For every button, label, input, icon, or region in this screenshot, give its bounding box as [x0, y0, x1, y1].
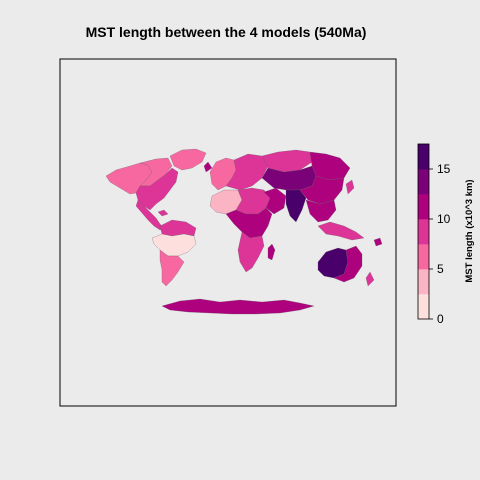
colorbar-bin: [418, 244, 429, 270]
colorbar-title: MST length (x10^3 km): [464, 179, 475, 282]
colorbar-bin: [418, 194, 429, 220]
central-africa: [225, 207, 273, 239]
map-title: MST length between the 4 models (540Ma): [86, 24, 367, 40]
southeast-asia: [305, 199, 337, 223]
south-america-south: [159, 249, 185, 287]
north-america-east: [135, 167, 179, 211]
british-isles: [203, 161, 213, 173]
south-america-center: [151, 233, 197, 257]
greenland: [169, 148, 207, 171]
antarctica: [161, 298, 315, 315]
southern-africa: [237, 231, 265, 273]
colorbar-tick-label: 15: [437, 162, 451, 176]
colorbar-bin: [418, 269, 429, 295]
colorbar-bins: [418, 144, 429, 320]
colorbar-tick-label: 0: [437, 312, 444, 326]
indonesia: [317, 221, 365, 241]
colorbar-bin: [418, 219, 429, 245]
colorbar-legend: 0 5 10 15 MST length (x10^3 km): [417, 143, 475, 326]
colorbar-tick-label: 10: [437, 212, 451, 226]
australia-east: [333, 245, 363, 283]
colorbar-frame: [417, 143, 430, 320]
colorbar-bin: [418, 294, 429, 320]
colorbar-bin: [418, 144, 429, 170]
land-layer: [105, 148, 383, 315]
colorbar-ticks: 0 5 10 15: [429, 162, 451, 326]
china: [299, 175, 345, 205]
new-zealand: [365, 271, 375, 287]
europe-east: [225, 153, 269, 191]
madagascar: [267, 243, 276, 261]
japan: [345, 179, 355, 195]
map-panel: [59, 58, 397, 407]
pacific-islands: [373, 237, 383, 247]
arabia: [263, 187, 287, 215]
colorbar-bin: [418, 169, 429, 195]
caribbean-islands: [157, 209, 169, 217]
colorbar-tick-label: 5: [437, 262, 444, 276]
